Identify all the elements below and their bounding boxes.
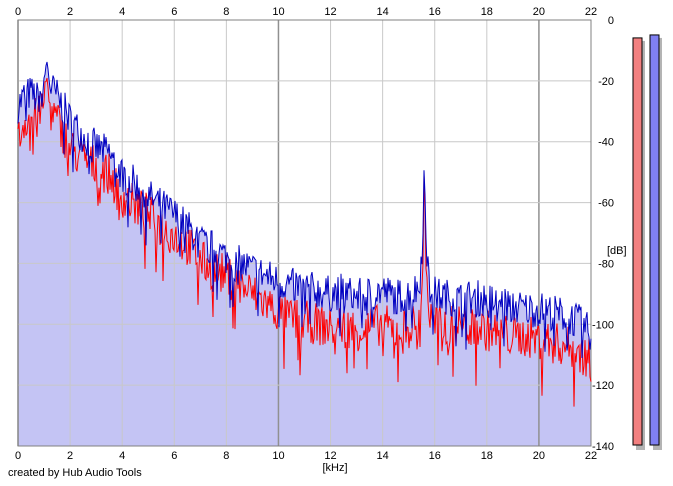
y-tick-label-6: -120 — [592, 380, 614, 392]
level-meters — [632, 34, 662, 451]
x-tick-label-top-9: 18 — [481, 6, 493, 18]
level-meter-left — [632, 37, 643, 446]
x-tick-label-bottom-1: 2 — [67, 450, 73, 462]
x-tick-label-top-1: 2 — [67, 6, 73, 18]
x-tick-label-top-11: 22 — [585, 6, 597, 18]
x-tick-label-bottom-9: 18 — [481, 450, 493, 462]
y-tick-label-2: -40 — [598, 137, 614, 149]
x-axis-label: [kHz] — [322, 462, 347, 474]
y-axis-label: [dB] — [607, 245, 627, 257]
x-tick-label-top-2: 4 — [119, 6, 125, 18]
x-tick-label-top-10: 20 — [533, 6, 545, 18]
x-tick-label-bottom-7: 14 — [377, 450, 389, 462]
y-tick-label-0: 0 — [608, 15, 614, 27]
series-layer — [17, 61, 592, 407]
x-tick-label-bottom-4: 8 — [223, 450, 229, 462]
x-tick-label-top-0: 0 — [15, 6, 21, 18]
x-tick-label-bottom-0: 0 — [15, 450, 21, 462]
y-tick-label-4: -80 — [598, 258, 614, 270]
grid-layer — [17, 19, 592, 447]
plot-border — [17, 19, 592, 447]
x-tick-label-bottom-11: 22 — [585, 450, 597, 462]
y-tick-label-7: -140 — [592, 441, 614, 453]
x-tick-label-top-4: 8 — [223, 6, 229, 18]
x-tick-label-top-6: 12 — [324, 6, 336, 18]
x-tick-label-bottom-10: 20 — [533, 450, 545, 462]
x-tick-label-bottom-6: 12 — [324, 450, 336, 462]
credit-text: created by Hub Audio Tools — [8, 467, 142, 479]
x-tick-label-top-7: 14 — [377, 6, 389, 18]
x-tick-label-bottom-5: 10 — [272, 450, 284, 462]
axis-labels-layer: 002244668810101212141416161818202022220-… — [15, 6, 627, 474]
x-tick-label-bottom-8: 16 — [429, 450, 441, 462]
series-line-blue — [17, 61, 592, 359]
level-meter-right — [649, 34, 660, 446]
x-tick-label-top-8: 16 — [429, 6, 441, 18]
series-line-red — [17, 77, 592, 407]
x-tick-label-bottom-3: 6 — [171, 450, 177, 462]
x-tick-label-bottom-2: 4 — [119, 450, 125, 462]
y-tick-label-1: -20 — [598, 76, 614, 88]
y-tick-label-3: -60 — [598, 198, 614, 210]
y-tick-label-5: -100 — [592, 319, 614, 331]
x-tick-label-top-5: 10 — [272, 6, 284, 18]
x-tick-label-top-3: 6 — [171, 6, 177, 18]
